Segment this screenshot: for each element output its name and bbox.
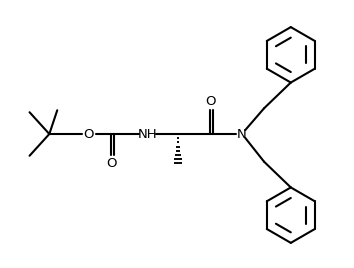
Text: NH: NH: [137, 128, 157, 140]
Text: O: O: [107, 157, 117, 170]
Text: O: O: [205, 95, 216, 108]
Text: N: N: [236, 128, 246, 140]
Text: O: O: [84, 128, 94, 140]
